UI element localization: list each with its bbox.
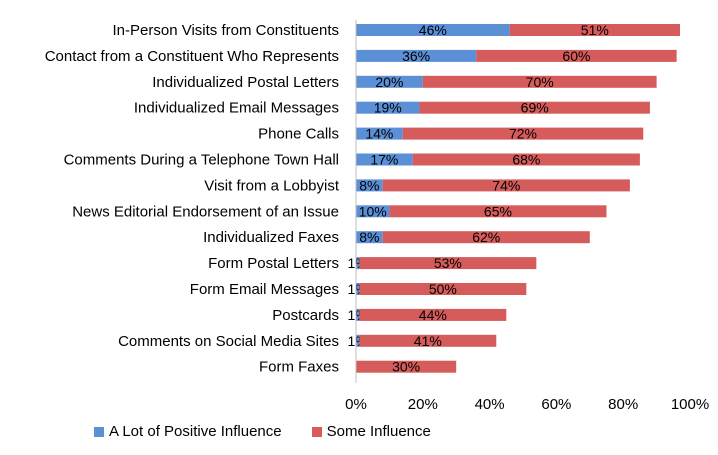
x-tick-label: 60%: [541, 396, 571, 413]
data-label-some: 65%: [484, 203, 512, 219]
data-label-some: 41%: [414, 333, 442, 349]
bar-some: [476, 49, 677, 62]
data-label-some: 44%: [419, 307, 447, 323]
bar-positive: [356, 308, 360, 321]
data-label-positive: 14%: [365, 126, 393, 142]
category-label: Comments on Social Media Sites: [118, 333, 339, 350]
legend-item-positive: A Lot of Positive Influence: [94, 423, 282, 440]
category-label: Individualized Postal Letters: [152, 74, 339, 91]
category-label: Contact from a Constituent Who Represent…: [45, 48, 339, 65]
bar-positive: [356, 334, 360, 347]
x-tick-label: 0%: [345, 396, 367, 413]
data-label-positive: 46%: [419, 22, 447, 38]
x-tick-label: 20%: [408, 396, 438, 413]
x-tick-label: 80%: [608, 396, 638, 413]
bar-some: [402, 127, 644, 140]
data-label-some: 51%: [581, 22, 609, 38]
bar-positive: [356, 179, 383, 192]
bar-positive: [356, 75, 423, 88]
bar-some: [419, 101, 650, 114]
x-tick-label: 40%: [475, 396, 505, 413]
bar-positive: [356, 257, 360, 270]
bar-some: [422, 75, 657, 88]
bar-some: [359, 257, 537, 270]
data-label-some: 70%: [526, 74, 554, 90]
data-label-some: 60%: [562, 48, 590, 64]
bar-positive: [356, 24, 510, 36]
legend-item-some: Some Influence: [311, 423, 431, 440]
category-label: In-Person Visits from Constituents: [113, 22, 339, 39]
category-label: Individualized Email Messages: [134, 100, 339, 117]
category-label: Phone Calls: [258, 126, 339, 143]
bar-some: [359, 308, 507, 321]
bar-positive: [356, 231, 383, 244]
data-label-positive: 36%: [402, 48, 430, 64]
bar-some: [356, 360, 457, 373]
data-label-some: 69%: [521, 100, 549, 116]
bar-positive: [356, 153, 413, 166]
legend-swatch-positive: [94, 426, 104, 437]
category-label: Form Email Messages: [190, 281, 339, 298]
legend-label-some: Some Influence: [326, 423, 431, 440]
data-label-positive: 8%: [359, 229, 379, 245]
data-label-some: 72%: [509, 126, 537, 142]
bar-positive: [356, 283, 360, 295]
bar-positive: [356, 49, 477, 62]
data-label-positive: 20%: [375, 74, 403, 90]
chart-legend: A Lot of Positive Influence Some Influen…: [94, 423, 461, 440]
legend-swatch-some: [311, 426, 322, 437]
bar-some: [389, 205, 607, 218]
category-label: Form Faxes: [259, 359, 339, 376]
bar-some: [359, 334, 497, 347]
data-label-positive: 8%: [359, 177, 379, 193]
bar-positive: [356, 127, 403, 140]
bar-some: [412, 153, 640, 166]
category-label: Form Postal Letters: [208, 255, 339, 272]
data-label-some: 68%: [512, 152, 540, 168]
x-tick-label: 100%: [671, 396, 709, 413]
data-label-some: 53%: [434, 255, 462, 271]
category-label: Visit from a Lobbyist: [204, 177, 340, 194]
category-label: Individualized Faxes: [203, 229, 339, 246]
data-label-positive: 10%: [359, 203, 387, 219]
category-label: Comments During a Telephone Town Hall: [64, 152, 339, 169]
category-label: Postcards: [272, 307, 339, 324]
bar-positive: [356, 205, 390, 218]
data-label-some: 50%: [429, 281, 457, 297]
data-label-some: 62%: [472, 229, 500, 245]
bar-some: [382, 231, 590, 244]
bar-some: [382, 179, 630, 192]
data-label-some: 74%: [492, 177, 520, 193]
legend-label-positive: A Lot of Positive Influence: [109, 423, 282, 440]
bar-some: [359, 283, 527, 295]
data-label-positive: 19%: [374, 100, 402, 116]
bar-some: [509, 24, 680, 36]
data-label-positive: 17%: [370, 152, 398, 168]
category-label: News Editorial Endorsement of an Issue: [72, 203, 339, 220]
data-label-some: 30%: [392, 359, 420, 375]
bar-positive: [356, 101, 420, 114]
